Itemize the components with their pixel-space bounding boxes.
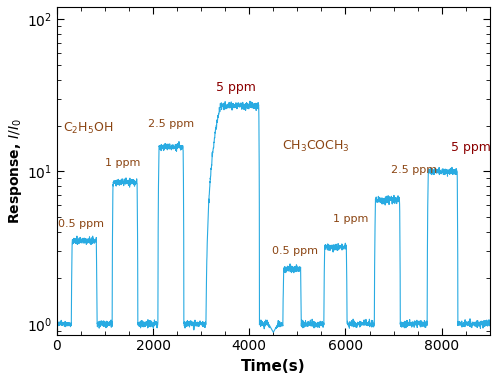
Text: CH$_3$COCH$_3$: CH$_3$COCH$_3$ [282,139,349,154]
Text: 2.5 ppm: 2.5 ppm [148,119,194,129]
Text: C$_2$H$_5$OH: C$_2$H$_5$OH [63,121,113,136]
Text: 0.5 ppm: 0.5 ppm [272,246,318,256]
Text: 5 ppm: 5 ppm [215,82,255,94]
Text: 1 ppm: 1 ppm [333,214,368,224]
X-axis label: Time(s): Time(s) [240,359,305,374]
Text: 5 ppm: 5 ppm [450,141,490,154]
Text: 0.5 ppm: 0.5 ppm [58,219,104,229]
Text: 1 ppm: 1 ppm [105,158,140,168]
Text: 2.5 ppm: 2.5 ppm [390,165,436,175]
Y-axis label: Response, $I/I_0$: Response, $I/I_0$ [7,118,24,224]
